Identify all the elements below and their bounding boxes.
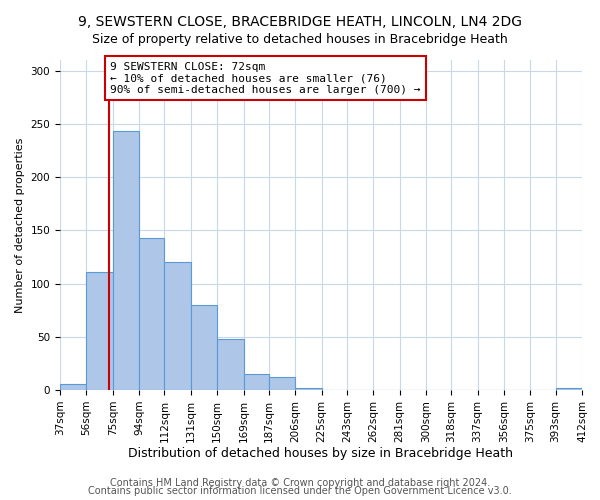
Bar bbox=[191, 305, 217, 390]
Bar bbox=[217, 339, 244, 390]
Bar bbox=[269, 377, 295, 390]
Bar bbox=[139, 238, 164, 390]
Bar bbox=[86, 272, 113, 390]
Text: Contains public sector information licensed under the Open Government Licence v3: Contains public sector information licen… bbox=[88, 486, 512, 496]
Y-axis label: Number of detached properties: Number of detached properties bbox=[15, 138, 25, 312]
X-axis label: Distribution of detached houses by size in Bracebridge Heath: Distribution of detached houses by size … bbox=[128, 448, 514, 460]
Bar bbox=[60, 384, 86, 390]
Text: Contains HM Land Registry data © Crown copyright and database right 2024.: Contains HM Land Registry data © Crown c… bbox=[110, 478, 490, 488]
Bar bbox=[295, 388, 322, 390]
Bar bbox=[244, 374, 269, 390]
Text: 9, SEWSTERN CLOSE, BRACEBRIDGE HEATH, LINCOLN, LN4 2DG: 9, SEWSTERN CLOSE, BRACEBRIDGE HEATH, LI… bbox=[78, 15, 522, 29]
Bar bbox=[556, 388, 582, 390]
Bar bbox=[164, 262, 191, 390]
Bar bbox=[113, 132, 139, 390]
Text: Size of property relative to detached houses in Bracebridge Heath: Size of property relative to detached ho… bbox=[92, 32, 508, 46]
Text: 9 SEWSTERN CLOSE: 72sqm
← 10% of detached houses are smaller (76)
90% of semi-de: 9 SEWSTERN CLOSE: 72sqm ← 10% of detache… bbox=[110, 62, 421, 95]
